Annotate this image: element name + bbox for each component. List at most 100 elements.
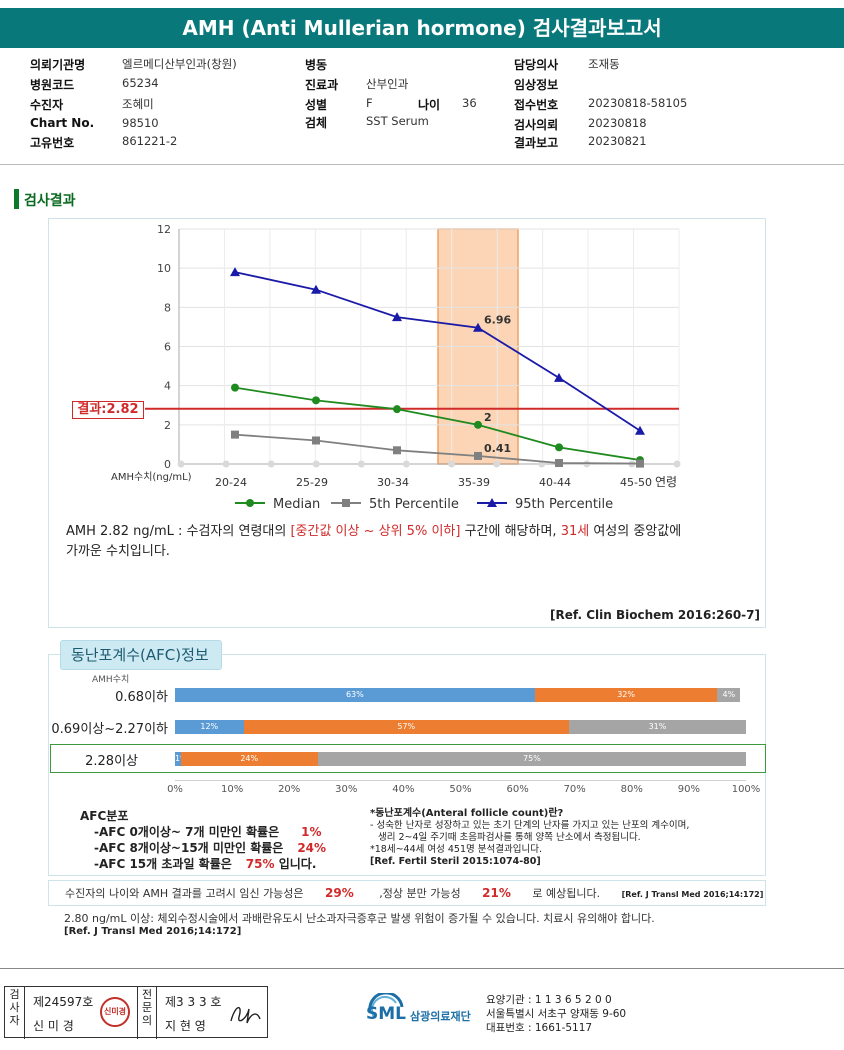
poss-reference: [Ref. J Transl Med 2016;14:172]	[621, 890, 764, 899]
legend-label: 5th Percentile	[369, 497, 459, 512]
info-value-specimen: SST Serum	[366, 114, 429, 128]
afc-axis-tick: 90%	[677, 784, 701, 795]
ohss-warning: 2.80 ng/mL 이상: 체외수정시술에서 과배란유도시 난소과자극증후군 …	[64, 912, 655, 925]
info-label-hospital-code: 병원코드	[30, 78, 75, 92]
interp-text-1: AMH 2.82 ng/mL : 수검자의 연령대의	[66, 524, 291, 539]
x-axis-dot	[222, 460, 230, 468]
afc-dist-value: 24%	[297, 841, 327, 855]
afc-axis-tick: 70%	[563, 784, 586, 795]
afc-tab-title: 동난포계수(AFC)정보	[60, 640, 222, 670]
data-point	[555, 443, 563, 452]
info-label-sex: 성별	[305, 98, 328, 112]
info-value-sex: F	[366, 96, 373, 110]
afc-axis-line	[175, 780, 746, 781]
data-point	[230, 267, 240, 277]
specialist-label: 전문의	[137, 987, 157, 1039]
afc-note-reference: [Ref. Fertil Steril 2015:1074-80]	[370, 856, 541, 867]
y-tick-label: 2	[164, 419, 171, 432]
info-value-institution: 엘르메디산부인과(창원)	[122, 57, 237, 71]
series-line	[234, 271, 641, 432]
data-point	[312, 436, 320, 445]
warning-reference: [Ref. J Transl Med 2016;14:172]	[64, 926, 242, 937]
x-tick-label: 35-39	[458, 476, 490, 489]
data-point	[393, 405, 401, 414]
y-tick-label: 0	[164, 458, 171, 471]
x-tick-label: 20-24	[215, 476, 247, 489]
tester-seal: 신미경	[100, 997, 130, 1027]
data-point	[311, 284, 321, 294]
data-point	[635, 425, 645, 435]
info-value-report-date: 20230821	[588, 134, 647, 148]
data-point	[554, 372, 564, 382]
data-label: 2	[484, 411, 492, 424]
chart-panel: 0 2 4 6 8 10 12 20-24 25-29 30-34 35-39 40-44 45-50 연…	[48, 218, 766, 628]
info-value-unique-no: 861221-2	[122, 134, 178, 148]
series-line	[234, 386, 641, 461]
afc-row-label: 0.68이하	[115, 690, 168, 705]
interp-text-2: 구간에 해당하며,	[460, 524, 561, 539]
section-title: 검사결과	[24, 193, 76, 209]
patient-info: 의뢰기관명 엘르메디산부인과(창원) 병원코드 65234 수진자 조혜미 Ch…	[0, 52, 844, 152]
afc-row-label: 0.69이상~2.27이하	[51, 722, 168, 737]
afc-axis-tick: 50%	[449, 784, 472, 795]
interp-highlight-range: [중간값 이상 ~ 상위 5% 이하]	[290, 524, 461, 539]
info-value-department: 산부인과	[366, 77, 409, 91]
info-label-request-date: 검사의뢰	[514, 118, 559, 132]
legend-marker	[246, 499, 254, 507]
y-tick-label: 6	[164, 341, 171, 354]
y-tick-label: 12	[157, 223, 171, 236]
afc-dist-text: -AFC 15개 초과일 확률은	[94, 857, 232, 871]
legend-marker	[487, 498, 497, 507]
data-point	[473, 322, 483, 332]
poss-text-2: ,정상 분만 가능성	[379, 887, 461, 900]
header-divider	[0, 164, 844, 165]
x-tick-label: 45-50	[620, 476, 652, 489]
amh-line-chart: 0 2 4 6 8 10 12 20-24 25-29 30-34 35-39 40-44 45-50 연…	[111, 223, 681, 512]
afc-note-title: *동난포계수(Anteral follicle count)란?	[370, 808, 564, 819]
afc-dist-row: -AFC 8개이상~15개 미만인 확률은 24%	[80, 840, 326, 856]
section-marker	[14, 189, 19, 209]
afc-dist-tail: 입니다.	[274, 857, 317, 871]
info-value-doctor: 조재동	[588, 57, 620, 71]
x-tick-label: 40-44	[539, 476, 571, 489]
data-point	[231, 383, 239, 392]
data-label: 0.41	[484, 442, 511, 455]
data-point	[474, 420, 482, 429]
afc-dist-value: 1%	[301, 825, 322, 839]
afc-seg-mid: 24%	[180, 752, 318, 766]
org-phone: 대표번호 : 1661-5117	[486, 1022, 593, 1034]
specialist-signature	[230, 1007, 261, 1024]
info-label-report-date: 결과보고	[514, 136, 559, 150]
afc-seg-mid: 32%	[534, 688, 718, 702]
info-label-institution: 의뢰기관명	[30, 58, 86, 72]
data-point	[312, 396, 320, 405]
x-axis-dot	[267, 460, 275, 468]
afc-seg-high: 4%	[717, 688, 741, 702]
afc-dist-row: -AFC 15개 초과일 확률은 75% 입니다.	[80, 856, 326, 872]
afc-bar-row: 12% 57% 31%	[175, 720, 746, 734]
afc-axis-tick: 60%	[506, 784, 529, 795]
afc-seg-mid: 57%	[243, 720, 569, 734]
info-label-receipt-no: 접수번호	[514, 98, 559, 112]
x-axis-dot	[493, 460, 501, 468]
info-label-doctor: 담당의사	[514, 58, 559, 72]
report-title: AMH (Anti Mullerian hormone) 검사결과보고서	[0, 8, 844, 48]
signature-box: 검사자 제24597호 신 미 경 신미경 전문의 제3 3 3 호 지 현 영	[4, 986, 268, 1039]
org-code: 요양기관 : 1 1 3 6 5 2 0 0	[486, 994, 612, 1006]
interp-text-4: 가까운 수치입니다.	[66, 544, 170, 559]
x-axis-suffix: 연령	[655, 475, 677, 489]
data-point	[636, 459, 644, 468]
y-tick-label: 4	[164, 380, 171, 393]
afc-bar-row: 63% 32% 4%	[175, 688, 746, 702]
info-label-unique-no: 고유번호	[30, 136, 75, 150]
y-tick-label: 8	[164, 301, 171, 314]
x-axis-dot	[448, 460, 456, 468]
x-axis-dot	[357, 460, 365, 468]
poss-value-delivery: 21%	[482, 886, 511, 900]
info-label-age: 나이	[418, 98, 441, 112]
series-line	[234, 433, 641, 465]
legend-label: Median	[273, 497, 320, 512]
x-axis-dot	[177, 460, 185, 468]
legend-marker	[342, 499, 350, 507]
info-label-chart-no: Chart No.	[30, 116, 95, 130]
